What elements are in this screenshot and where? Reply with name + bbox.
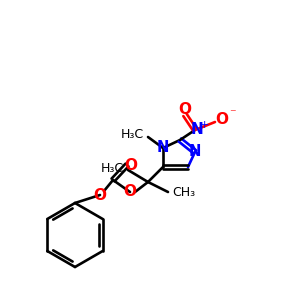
Text: O: O bbox=[94, 188, 106, 202]
Text: +: + bbox=[199, 120, 209, 130]
Text: CH₃: CH₃ bbox=[172, 185, 196, 199]
Text: O: O bbox=[178, 103, 191, 118]
Text: O: O bbox=[124, 158, 137, 172]
Text: N: N bbox=[157, 140, 169, 155]
Text: O: O bbox=[124, 184, 136, 200]
Text: H₃C: H₃C bbox=[100, 161, 124, 175]
Text: O: O bbox=[215, 112, 229, 128]
Text: ⁻: ⁻ bbox=[229, 107, 235, 121]
Text: N: N bbox=[189, 145, 201, 160]
Text: N: N bbox=[190, 122, 203, 137]
Text: H₃C: H₃C bbox=[120, 128, 144, 142]
